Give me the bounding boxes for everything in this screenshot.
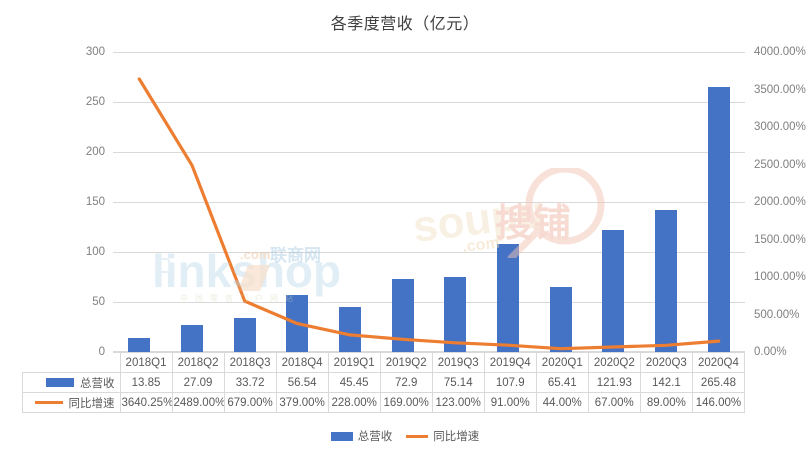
chart-title: 各季度营收（亿元） (330, 16, 480, 33)
table-cell-growth: 379.00% (275, 392, 329, 413)
series-name-revenue: 总营收 (80, 377, 115, 390)
table-header-cell: 2018Q3 (223, 353, 277, 373)
table-cell-growth: 89.00% (639, 392, 693, 413)
legend-item[interactable]: 总营收 (330, 428, 393, 444)
table-cell-revenue: 142.1 (639, 372, 693, 393)
table-row: 同比增速 3640.25% 2489.00% 679.00% 379.00% 228.0… (22, 392, 746, 413)
table-cell-growth: 2489.00% (171, 392, 225, 413)
y-axis-left-tick-label: 0 (98, 346, 105, 358)
bar (233, 318, 256, 352)
y-axis-left-tick-label: 100 (85, 246, 105, 258)
y-axis-right-tick-label: 500.00% (754, 308, 800, 321)
bar (128, 338, 151, 352)
table-cell-revenue: 75.14 (431, 372, 485, 393)
table-cell-growth: 679.00% (223, 392, 277, 413)
gridline (113, 52, 745, 53)
table-row: 总营收 13.85 27.09 33.72 56.54 45.45 72.9 75.14 10… (22, 372, 746, 393)
bar (497, 244, 519, 352)
y-axis-left-tick-label: 50 (92, 296, 105, 308)
series-name-growth: 同比增速 (68, 397, 115, 410)
table-cell-revenue: 56.54 (275, 372, 329, 393)
table-row-header: 2018Q1 2018Q2 2018Q3 2018Q4 2019Q1 2019Q2 2019… (23, 353, 746, 373)
legend-line-swatch-icon (406, 434, 429, 438)
table-row-label-growth: 同比增速 (22, 392, 121, 413)
y-axis-left-tick-label: 300 (85, 46, 105, 58)
y-axis-right-tick-label: 1000.00% (754, 271, 806, 283)
table-corner-cell (23, 353, 121, 373)
line-swatch-icon (34, 401, 63, 404)
bar (655, 209, 677, 352)
legend-item-label: 同比增速 (433, 431, 480, 443)
table-header-cell: 2020Q2 (587, 353, 641, 373)
y-axis-right-tick-label: 3000.00% (754, 121, 806, 133)
legend-item-label: 总营收 (357, 431, 393, 443)
table-cell-revenue: 121.93 (587, 372, 641, 393)
table-cell-growth: 169.00% (379, 392, 433, 413)
y-axis-right-tick-label: 0.00% (754, 346, 787, 358)
chart-legend: 总营收 同比增速 (0, 428, 810, 444)
table-header-cell: 2019Q1 (327, 353, 381, 373)
table-cell-growth: 123.00% (431, 392, 485, 413)
y-axis-left-tick-label: 200 (85, 146, 105, 158)
table-cell-growth: 228.00% (327, 392, 381, 413)
table-cell-revenue: 27.09 (171, 372, 225, 393)
bar (391, 279, 414, 352)
table-cell-revenue: 13.85 (119, 372, 173, 393)
x-axis-line (113, 351, 745, 352)
bar-swatch-icon (46, 378, 74, 387)
y-axis-right-tick-label: 2000.00% (754, 196, 806, 208)
y-axis-left-tick-label: 250 (85, 96, 105, 108)
table-cell-growth: 91.00% (483, 392, 537, 413)
bar (444, 276, 467, 352)
table-cell-revenue: 265.48 (691, 372, 746, 393)
table-header-cell: 2019Q2 (379, 353, 433, 373)
y-axis-right-tick-label: 1500.00% (754, 233, 806, 246)
bar-series-总营收 (113, 52, 745, 352)
table-header-cell: 2019Q4 (483, 353, 537, 373)
table-cell-growth: 3640.25% (119, 392, 173, 413)
legend-bar-swatch-icon (330, 431, 353, 441)
y-axis-right-tick-label: 3500.00% (754, 83, 806, 96)
data-table: 2018Q1 2018Q2 2018Q3 2018Q4 2019Q1 2019Q2 2019… (22, 353, 746, 413)
gridline (113, 252, 745, 253)
gridline (113, 302, 745, 303)
table-cell-revenue: 72.9 (379, 372, 433, 393)
bar (339, 306, 361, 352)
table-cell-growth: 67.00% (587, 392, 641, 413)
table-cell-revenue: 65.41 (535, 372, 589, 393)
table-header-cell: 2019Q3 (431, 353, 485, 373)
table-cell-growth: 44.00% (535, 392, 589, 413)
plot-area: 0 50 100 150 200 250 300 0.00% 500.00% 1000.00% 1… (86, 46, 806, 358)
table-cell-revenue: 33.72 (223, 372, 277, 393)
table-header-cell: 2020Q1 (535, 353, 589, 373)
gridline (113, 202, 745, 203)
table-header-cell: 2020Q3 (639, 353, 693, 373)
table-cell-revenue: 107.9 (483, 372, 537, 393)
bar (707, 86, 730, 352)
table-header-cell: 2020Q4 (691, 353, 746, 373)
gridline (113, 102, 745, 103)
table-row-label-revenue: 总营收 (22, 372, 121, 393)
bar (602, 230, 625, 352)
table-cell-growth: 146.00% (691, 392, 746, 413)
legend-item[interactable]: 同比增速 (406, 428, 479, 444)
table-header-cell: 2018Q1 (119, 353, 173, 373)
gridline (113, 152, 745, 153)
line-series-同比增速 (137, 77, 721, 351)
table-header-cell: 2018Q2 (171, 353, 225, 373)
y-axis-right-tick-label: 2500.00% (754, 158, 806, 171)
y-axis-left-tick-label: 150 (85, 196, 105, 208)
table-cell-revenue: 45.45 (327, 372, 381, 393)
gridline (113, 352, 745, 353)
bar (181, 324, 203, 352)
bar (549, 286, 572, 352)
y-axis-right-tick-label: 4000.00% (754, 46, 806, 58)
table-header-cell: 2018Q4 (275, 353, 329, 373)
